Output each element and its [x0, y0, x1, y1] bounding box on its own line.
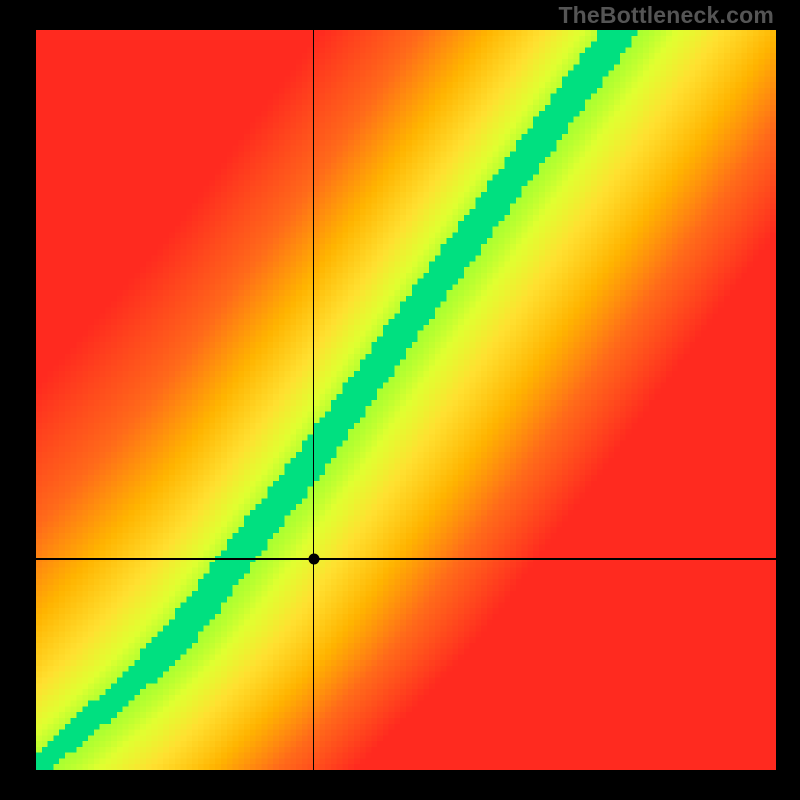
watermark-text: TheBottleneck.com [558, 2, 774, 29]
chart-frame: TheBottleneck.com [0, 0, 800, 800]
crosshair-horizontal [36, 558, 776, 560]
heatmap-canvas [36, 30, 776, 770]
crosshair-vertical [313, 30, 315, 770]
data-point-marker [308, 554, 319, 565]
